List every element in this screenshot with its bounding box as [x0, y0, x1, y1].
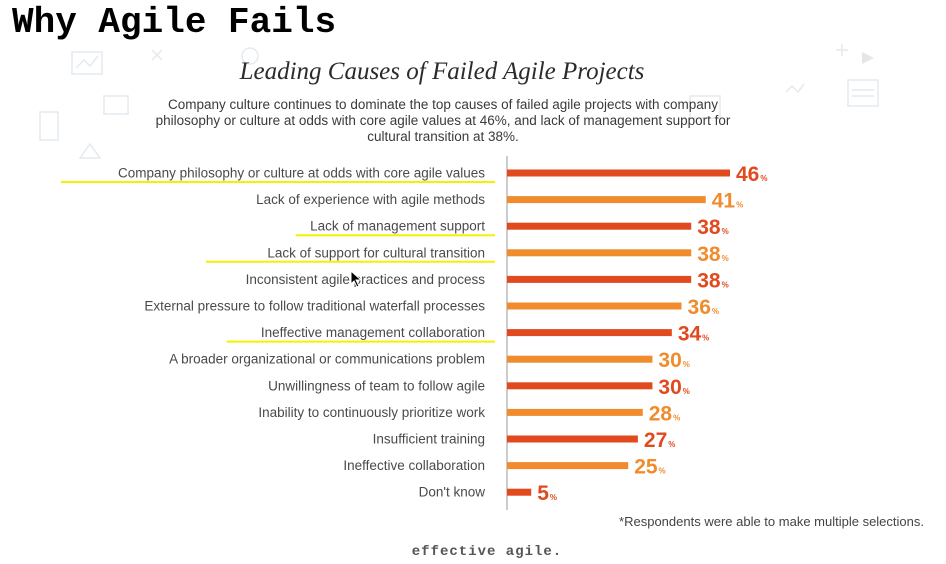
trend-doodle-icon: [75, 55, 99, 69]
chart-subtitle: Company culture continues to dominate th…: [155, 97, 731, 144]
chart-title: Leading Causes of Failed Agile Projects: [239, 58, 645, 85]
bar: [507, 249, 692, 257]
bar: [507, 382, 653, 390]
value-label: 5%: [537, 482, 557, 505]
category-label: Inconsistent agile practices and process: [246, 272, 486, 287]
arrow-doodle-icon: [862, 52, 874, 64]
value-label: 41%: [712, 190, 743, 213]
category-label: Lack of support for cultural transition: [267, 245, 485, 260]
screen-doodle-icon: [103, 95, 129, 115]
value-label: 46%: [736, 163, 767, 186]
value-label: 38%: [697, 269, 728, 292]
bar: [507, 302, 682, 310]
category-label: Ineffective collaboration: [343, 458, 485, 473]
footnote: *Respondents were able to make multiple …: [619, 514, 924, 529]
value-label: 34%: [678, 323, 709, 346]
category-label: External pressure to follow traditional …: [144, 299, 485, 314]
bar: [507, 355, 653, 363]
bar: [507, 196, 706, 204]
mouse-cursor-icon: [350, 270, 363, 288]
circle-doodle-icon: [241, 47, 259, 65]
slide-title: Why Agile Fails: [12, 2, 337, 43]
plus-doodle-icon: [836, 44, 848, 56]
category-label: Unwillingness of team to follow agile: [268, 378, 485, 393]
category-label: Company philosophy or culture at odds wi…: [118, 166, 485, 181]
document-doodle-icon: [39, 111, 59, 141]
category-label: Inability to continuously prioritize wor…: [258, 405, 485, 420]
brand-logo: effective agile.: [411, 544, 563, 560]
value-label: 25%: [634, 456, 665, 479]
value-label: 30%: [658, 349, 689, 372]
category-label: Insufficient training: [373, 432, 485, 447]
category-label: Lack of experience with agile methods: [256, 192, 485, 207]
cross-doodle-icon: [151, 49, 163, 61]
bar: [507, 275, 692, 283]
value-label: 38%: [697, 216, 728, 239]
board-doodle-icon: [689, 95, 721, 119]
warning-doodle-icon: [78, 142, 102, 159]
bar: [507, 329, 672, 337]
category-label: Don't know: [419, 485, 486, 500]
bar: [507, 488, 532, 496]
value-label: 38%: [697, 243, 728, 266]
bar: [507, 222, 692, 230]
category-label: A broader organizational or communicatio…: [169, 352, 485, 367]
graph-doodle-icon: [785, 83, 805, 94]
bar: [507, 169, 730, 177]
calendar-doodle-icon: [847, 79, 879, 107]
category-label: Lack of management support: [310, 219, 485, 234]
value-label: 28%: [649, 402, 680, 425]
value-label: 36%: [688, 296, 719, 319]
value-label: 30%: [658, 376, 689, 399]
chart-doodle-icon: [71, 51, 103, 75]
bar: [507, 435, 638, 443]
category-label: Ineffective management collaboration: [261, 325, 485, 340]
value-label: 27%: [644, 429, 675, 452]
bar: [507, 408, 643, 416]
bar: [507, 462, 629, 470]
